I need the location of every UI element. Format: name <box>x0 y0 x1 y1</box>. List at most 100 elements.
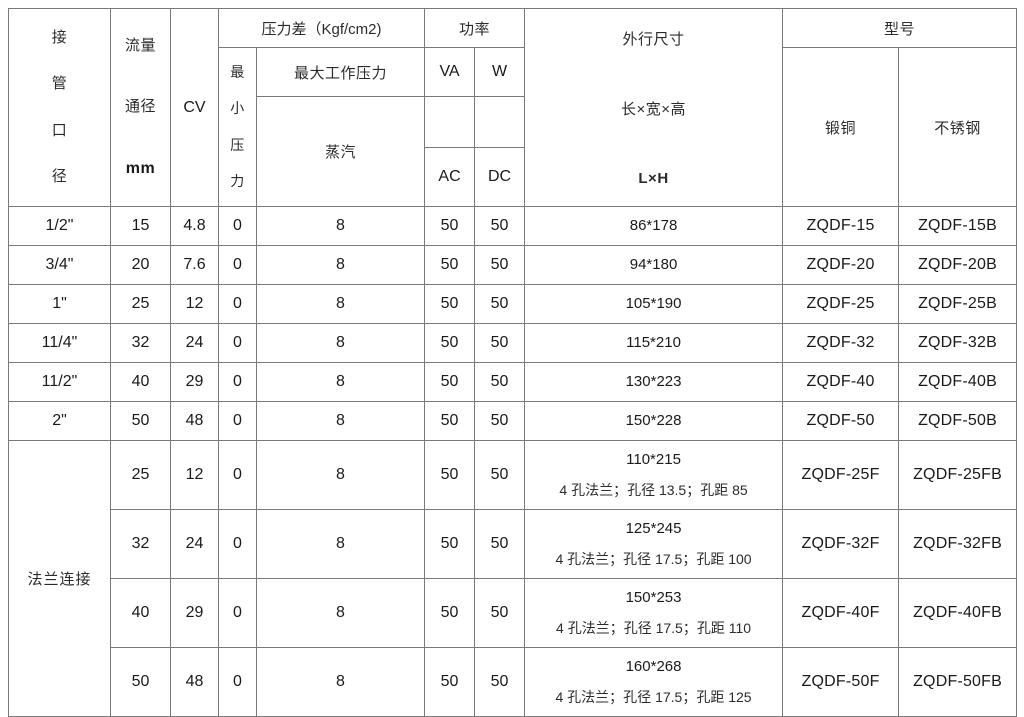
cell-flow-diameter: 25 <box>110 440 171 510</box>
header-cv: CV <box>170 8 219 207</box>
table-body: 1/2" 15 4.8 0 8 50 50 86*178 ZQDF-15 ZQDF-15B 3/4"… <box>8 206 1018 717</box>
header-outer-dimension: 外行尺寸 长×宽×高 L×H <box>524 8 784 207</box>
cell-model-stainless: ZQDF-50FB <box>898 647 1018 717</box>
header-steam: 蒸汽 <box>255 96 426 207</box>
table-row: 11/2" 40 29 0 8 50 50 130*223 ZQDF-40 ZQDF-40B <box>8 362 1018 402</box>
cell-min-pressure: 0 <box>218 401 257 441</box>
cell-model-brass: ZQDF-40 <box>782 362 900 402</box>
header-flow-label: 流量 <box>124 36 156 54</box>
header-outer-dimension-formula: 长×宽×高 <box>621 100 687 118</box>
table-row: 3/4" 20 7.6 0 8 50 50 94*180 ZQDF-20 ZQDF-20B <box>8 245 1018 285</box>
cell-flow-diameter: 50 <box>110 401 171 441</box>
cell-min-pressure: 0 <box>218 245 257 285</box>
cell-model-stainless: ZQDF-50B <box>898 401 1018 441</box>
cell-steam-pressure: 8 <box>255 647 426 717</box>
valve-specification-table: 接 管 口 径 流量 通径 mm CV 压力差（Kgf/cm2) 功率 <box>8 8 1018 717</box>
cell-cv: 29 <box>170 578 219 648</box>
cell-flow-diameter: 25 <box>110 284 171 324</box>
cell-outer-dimension-size: 150*253 <box>625 589 682 607</box>
cell-steam-pressure: 8 <box>255 509 426 579</box>
cell-power-va: 50 <box>424 323 476 363</box>
cell-outer-dimension: 86*178 <box>524 206 784 246</box>
cell-min-pressure: 0 <box>218 578 257 648</box>
cell-flow-diameter: 20 <box>110 245 171 285</box>
cell-cv: 24 <box>170 323 219 363</box>
cell-cv: 12 <box>170 440 219 510</box>
header-min-pressure: 最 小 压 力 <box>218 47 257 207</box>
cell-power-w: 50 <box>474 245 526 285</box>
header-port-size-char-2: 管 <box>51 75 68 93</box>
cell-min-pressure: 0 <box>218 284 257 324</box>
cell-flow-diameter: 40 <box>110 362 171 402</box>
cell-model-brass: ZQDF-50 <box>782 401 900 441</box>
table-row: 1" 25 12 0 8 50 50 105*190 ZQDF-25 ZQDF-25B <box>8 284 1018 324</box>
cell-outer-dimension: 130*223 <box>524 362 784 402</box>
header-min-pressure-char-1: 最 <box>230 63 245 80</box>
cell-power-va: 50 <box>424 206 476 246</box>
header-row-2: 最 小 压 力 最大工作压力 VA W 锻铜 不锈钢 <box>9 47 1018 207</box>
cell-power-w: 50 <box>474 206 526 246</box>
cell-cv: 4.8 <box>170 206 219 246</box>
cell-outer-dimension-size: 125*245 <box>625 520 682 538</box>
cell-outer-dimension: 105*190 <box>524 284 784 324</box>
cell-model-stainless: ZQDF-25B <box>898 284 1018 324</box>
cell-power-w: 50 <box>474 284 526 324</box>
cell-flange-note: 4 孔法兰；孔径 17.5；孔距 100 <box>555 551 752 568</box>
cell-model-stainless: ZQDF-15B <box>898 206 1018 246</box>
cell-min-pressure: 0 <box>218 323 257 363</box>
cell-power-w: 50 <box>474 647 526 717</box>
spec-sheet: 接 管 口 径 流量 通径 mm CV 压力差（Kgf/cm2) 功率 <box>8 8 1018 717</box>
header-min-pressure-stack: 最 小 压 力 <box>221 48 254 206</box>
header-port-size: 接 管 口 径 <box>8 8 111 207</box>
header-power: 功率 <box>424 8 526 48</box>
header-va-filler <box>424 96 476 148</box>
cell-outer-dimension-size: 110*215 <box>626 451 681 469</box>
header-model-brass: 锻铜 <box>782 47 900 207</box>
cell-steam-pressure: 8 <box>255 245 426 285</box>
cell-power-w: 50 <box>474 440 526 510</box>
cell-port-size: 11/2" <box>8 362 111 402</box>
cell-steam-pressure: 8 <box>255 440 426 510</box>
table-row: 40 29 0 8 50 50 150*253 4 孔法兰；孔径 17.5；孔距 110 ZQD… <box>9 578 1018 648</box>
cell-flow-diameter: 32 <box>110 323 171 363</box>
cell-power-w: 50 <box>474 401 526 441</box>
table-row: 1/2" 15 4.8 0 8 50 50 86*178 ZQDF-15 ZQDF-15B <box>8 206 1018 246</box>
header-row-4: AC DC <box>9 147 1017 207</box>
header-model-stainless: 不锈钢 <box>898 47 1018 207</box>
cell-flow-diameter: 40 <box>110 578 171 648</box>
cell-power-va: 50 <box>424 647 476 717</box>
header-row-1: 接 管 口 径 流量 通径 mm CV 压力差（Kgf/cm2) 功率 <box>8 8 1018 207</box>
cell-model-stainless: ZQDF-40B <box>898 362 1018 402</box>
cell-min-pressure: 0 <box>218 206 257 246</box>
cell-model-brass: ZQDF-15 <box>782 206 900 246</box>
cell-outer-dimension: 115*210 <box>524 323 784 363</box>
cell-flange-note: 4 孔法兰；孔径 13.5；孔距 85 <box>559 482 748 499</box>
header-min-pressure-char-2: 小 <box>230 100 245 117</box>
cell-cv: 29 <box>170 362 219 402</box>
cell-flange-note: 4 孔法兰；孔径 17.5；孔距 125 <box>555 689 752 706</box>
cell-min-pressure: 0 <box>218 647 257 717</box>
cell-power-va: 50 <box>424 578 476 648</box>
table-row: 50 48 0 8 50 50 160*268 4 孔法兰；孔径 17.5；孔距 125 ZQD… <box>9 647 1018 717</box>
table-row: 2" 50 48 0 8 50 50 150*228 ZQDF-50 ZQDF-50B <box>8 401 1018 441</box>
header-port-size-stack: 接 管 口 径 <box>11 9 108 206</box>
header-max-working-pressure: 最大工作压力 <box>255 47 426 97</box>
cell-min-pressure: 0 <box>218 509 257 579</box>
cell-power-va: 50 <box>424 401 476 441</box>
header-row-3: 蒸汽 <box>9 96 1017 207</box>
table-header: 接 管 口 径 流量 通径 mm CV 压力差（Kgf/cm2) 功率 <box>8 8 1018 207</box>
cell-outer-dimension: 150*253 4 孔法兰；孔径 17.5；孔距 110 <box>524 578 784 648</box>
table-row: 11/4" 32 24 0 8 50 50 115*210 ZQDF-32 ZQDF-32B <box>8 323 1018 363</box>
cell-outer-dimension: 125*245 4 孔法兰；孔径 17.5；孔距 100 <box>524 509 784 579</box>
cell-min-pressure: 0 <box>218 362 257 402</box>
cell-port-size: 3/4" <box>8 245 111 285</box>
cell-model-brass: ZQDF-50F <box>782 647 900 717</box>
cell-cv: 12 <box>170 284 219 324</box>
cell-outer-dimension: 110*215 4 孔法兰；孔径 13.5；孔距 85 <box>524 440 784 510</box>
header-port-size-char-4: 径 <box>51 167 68 185</box>
cell-model-brass: ZQDF-32 <box>782 323 900 363</box>
cell-steam-pressure: 8 <box>255 362 426 402</box>
cell-power-w: 50 <box>474 509 526 579</box>
cell-cv: 7.6 <box>170 245 219 285</box>
cell-port-size: 2" <box>8 401 111 441</box>
